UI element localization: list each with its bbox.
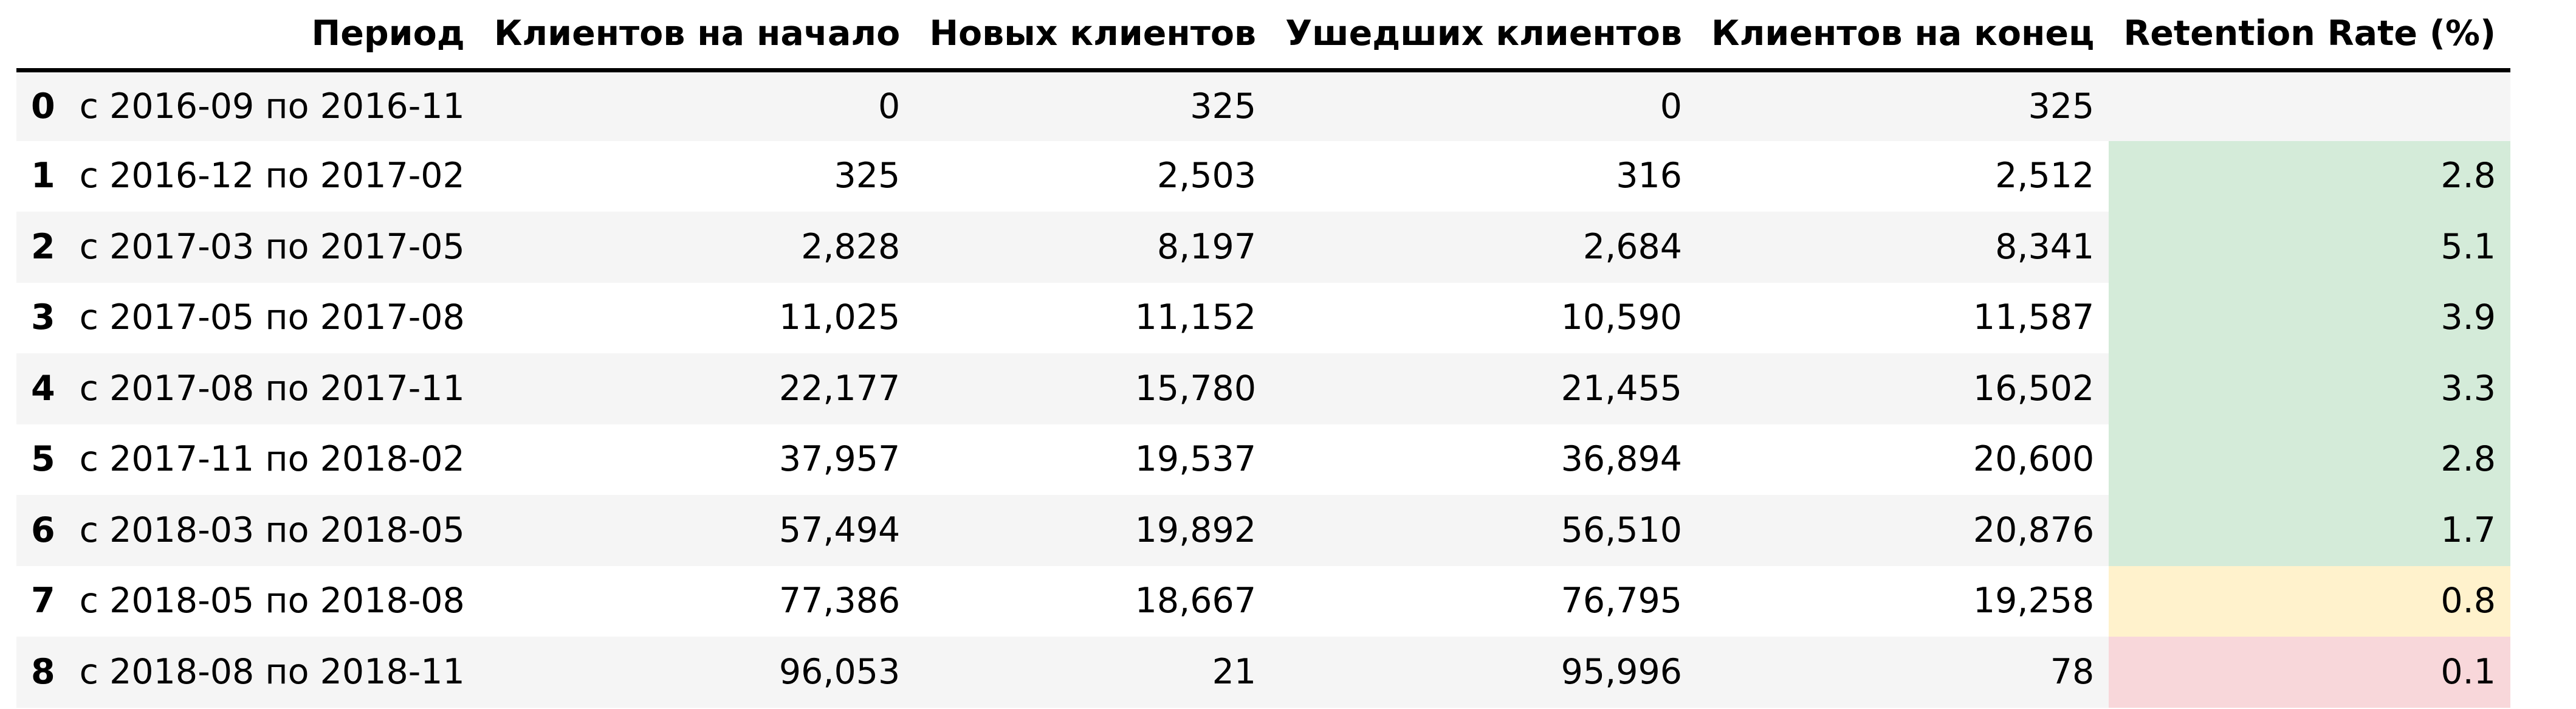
header-clients-end: Клиентов на конец bbox=[1711, 13, 2095, 54]
table-row: 2 с 2017-03 по 2017-05 2,828 8,197 2,684 8,34… bbox=[16, 212, 2511, 283]
cell-clients-end: 78 bbox=[2050, 651, 2095, 692]
table-row: 3 с 2017-05 по 2017-08 11,025 11,152 10,590 1… bbox=[16, 282, 2511, 353]
cell-retention-rate: 2.8 bbox=[2109, 140, 2511, 212]
cell-new-clients: 2,503 bbox=[1156, 156, 1257, 196]
cell-clients-end: 8,341 bbox=[1995, 226, 2095, 267]
header-index bbox=[16, 0, 70, 70]
cell-new-clients: 325 bbox=[1190, 86, 1257, 126]
cell-clients-start: 57,494 bbox=[778, 510, 901, 550]
cell-clients-end: 2,512 bbox=[1995, 156, 2095, 196]
cell-retention-rate: 2.8 bbox=[2109, 424, 2511, 495]
cell-clients-start: 325 bbox=[834, 156, 901, 196]
cell-period: с 2017-03 по 2017-05 bbox=[79, 226, 465, 267]
cell-clients-end: 325 bbox=[2028, 86, 2095, 126]
header-new-clients: Новых клиентов bbox=[929, 13, 1257, 54]
cell-period: с 2017-08 по 2017-11 bbox=[79, 368, 465, 409]
cell-new-clients: 8,197 bbox=[1156, 226, 1257, 267]
row-index: 1 bbox=[31, 156, 55, 196]
cell-new-clients: 19,537 bbox=[1135, 439, 1257, 480]
row-index: 3 bbox=[31, 297, 55, 338]
cell-clients-start: 11,025 bbox=[778, 297, 901, 338]
cell-retention-rate: 0.1 bbox=[2109, 637, 2511, 708]
cell-clients-end: 11,587 bbox=[1973, 297, 2095, 338]
cell-period: с 2018-05 по 2018-08 bbox=[79, 581, 465, 621]
row-index: 4 bbox=[31, 368, 55, 409]
cell-period: с 2018-03 по 2018-05 bbox=[79, 510, 465, 550]
header-retention-rate: Retention Rate (%) bbox=[2123, 13, 2496, 54]
cell-churned-clients: 76,795 bbox=[1561, 581, 1683, 621]
row-index: 2 bbox=[31, 226, 55, 267]
cell-clients-start: 96,053 bbox=[778, 651, 901, 692]
retention-table: Период Клиентов на начало Новых клиентов… bbox=[16, 0, 2511, 708]
cell-retention-rate: 1.7 bbox=[2109, 495, 2511, 566]
cell-retention-rate: 3.9 bbox=[2109, 282, 2511, 353]
cell-retention-rate: 3.3 bbox=[2109, 353, 2511, 424]
row-index: 8 bbox=[31, 651, 55, 692]
cell-period: с 2017-11 по 2018-02 bbox=[79, 439, 465, 480]
cell-clients-end: 19,258 bbox=[1973, 581, 2095, 621]
row-index: 5 bbox=[31, 439, 55, 480]
table-row: 5 с 2017-11 по 2018-02 37,957 19,537 36,894 2… bbox=[16, 424, 2511, 495]
cell-churned-clients: 2,684 bbox=[1582, 226, 1683, 267]
header-period: Период bbox=[311, 13, 465, 54]
cell-new-clients: 18,667 bbox=[1135, 581, 1257, 621]
cell-churned-clients: 316 bbox=[1616, 156, 1683, 196]
table-row: 1 с 2016-12 по 2017-02 325 2,503 316 2,512 2.8 bbox=[16, 140, 2511, 212]
cell-clients-start: 0 bbox=[878, 86, 901, 126]
cell-clients-start: 22,177 bbox=[778, 368, 901, 409]
cell-period: с 2018-08 по 2018-11 bbox=[79, 651, 465, 692]
table-row: 6 с 2018-03 по 2018-05 57,494 19,892 56,510 2… bbox=[16, 495, 2511, 566]
cell-clients-start: 2,828 bbox=[801, 226, 901, 267]
header-row: Период Клиентов на начало Новых клиентов… bbox=[16, 0, 2511, 70]
cell-period: с 2016-09 по 2016-11 bbox=[79, 86, 465, 126]
header-clients-start: Клиентов на начало bbox=[493, 13, 901, 54]
row-index: 0 bbox=[31, 86, 55, 126]
row-index: 7 bbox=[31, 581, 55, 621]
table-row: 4 с 2017-08 по 2017-11 22,177 15,780 21,455 1… bbox=[16, 353, 2511, 424]
cell-churned-clients: 21,455 bbox=[1561, 368, 1683, 409]
cell-churned-clients: 0 bbox=[1660, 86, 1683, 126]
cell-retention-rate: 0.8 bbox=[2109, 565, 2511, 637]
cell-churned-clients: 10,590 bbox=[1561, 297, 1683, 338]
cell-period: с 2016-12 по 2017-02 bbox=[79, 156, 465, 196]
cell-clients-start: 37,957 bbox=[778, 439, 901, 480]
table-header: Период Клиентов на начало Новых клиентов… bbox=[16, 0, 2511, 70]
cell-clients-end: 16,502 bbox=[1973, 368, 2095, 409]
row-index: 6 bbox=[31, 510, 55, 550]
cell-churned-clients: 56,510 bbox=[1561, 510, 1683, 550]
cell-new-clients: 15,780 bbox=[1135, 368, 1257, 409]
cell-churned-clients: 36,894 bbox=[1561, 439, 1683, 480]
table-row: 0 с 2016-09 по 2016-11 0 325 0 325 bbox=[16, 70, 2511, 141]
table-row: 8 с 2018-08 по 2018-11 96,053 21 95,996 78 0.1 bbox=[16, 637, 2511, 708]
cell-period: с 2017-05 по 2017-08 bbox=[79, 297, 465, 338]
header-churned-clients: Ушедших клиентов bbox=[1285, 13, 1683, 54]
cell-new-clients: 21 bbox=[1212, 651, 1257, 692]
cell-clients-end: 20,876 bbox=[1973, 510, 2095, 550]
cell-new-clients: 11,152 bbox=[1135, 297, 1257, 338]
cell-retention-rate: 5.1 bbox=[2109, 212, 2511, 283]
cell-clients-end: 20,600 bbox=[1973, 439, 2095, 480]
cell-churned-clients: 95,996 bbox=[1561, 651, 1683, 692]
table-row: 7 с 2018-05 по 2018-08 77,386 18,667 76,795 1… bbox=[16, 565, 2511, 637]
cell-retention-rate bbox=[2109, 70, 2510, 141]
cell-new-clients: 19,892 bbox=[1135, 510, 1257, 550]
cell-clients-start: 77,386 bbox=[778, 581, 901, 621]
